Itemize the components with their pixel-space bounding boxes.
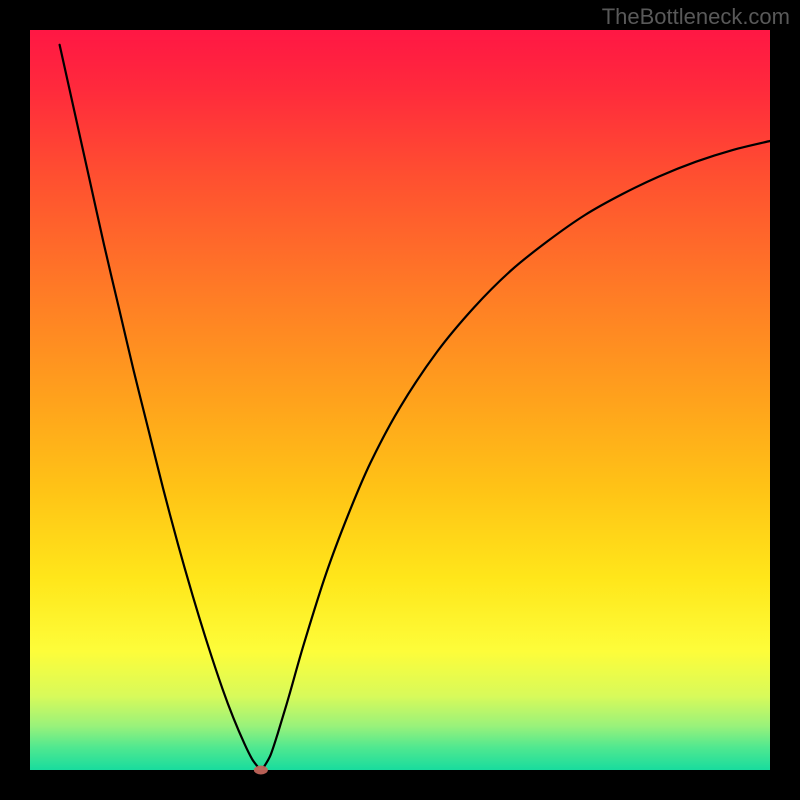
chart-container: TheBottleneck.com — [0, 0, 800, 800]
bottleneck-chart — [0, 0, 800, 800]
optimum-marker — [254, 766, 268, 775]
watermark-text: TheBottleneck.com — [602, 4, 790, 30]
